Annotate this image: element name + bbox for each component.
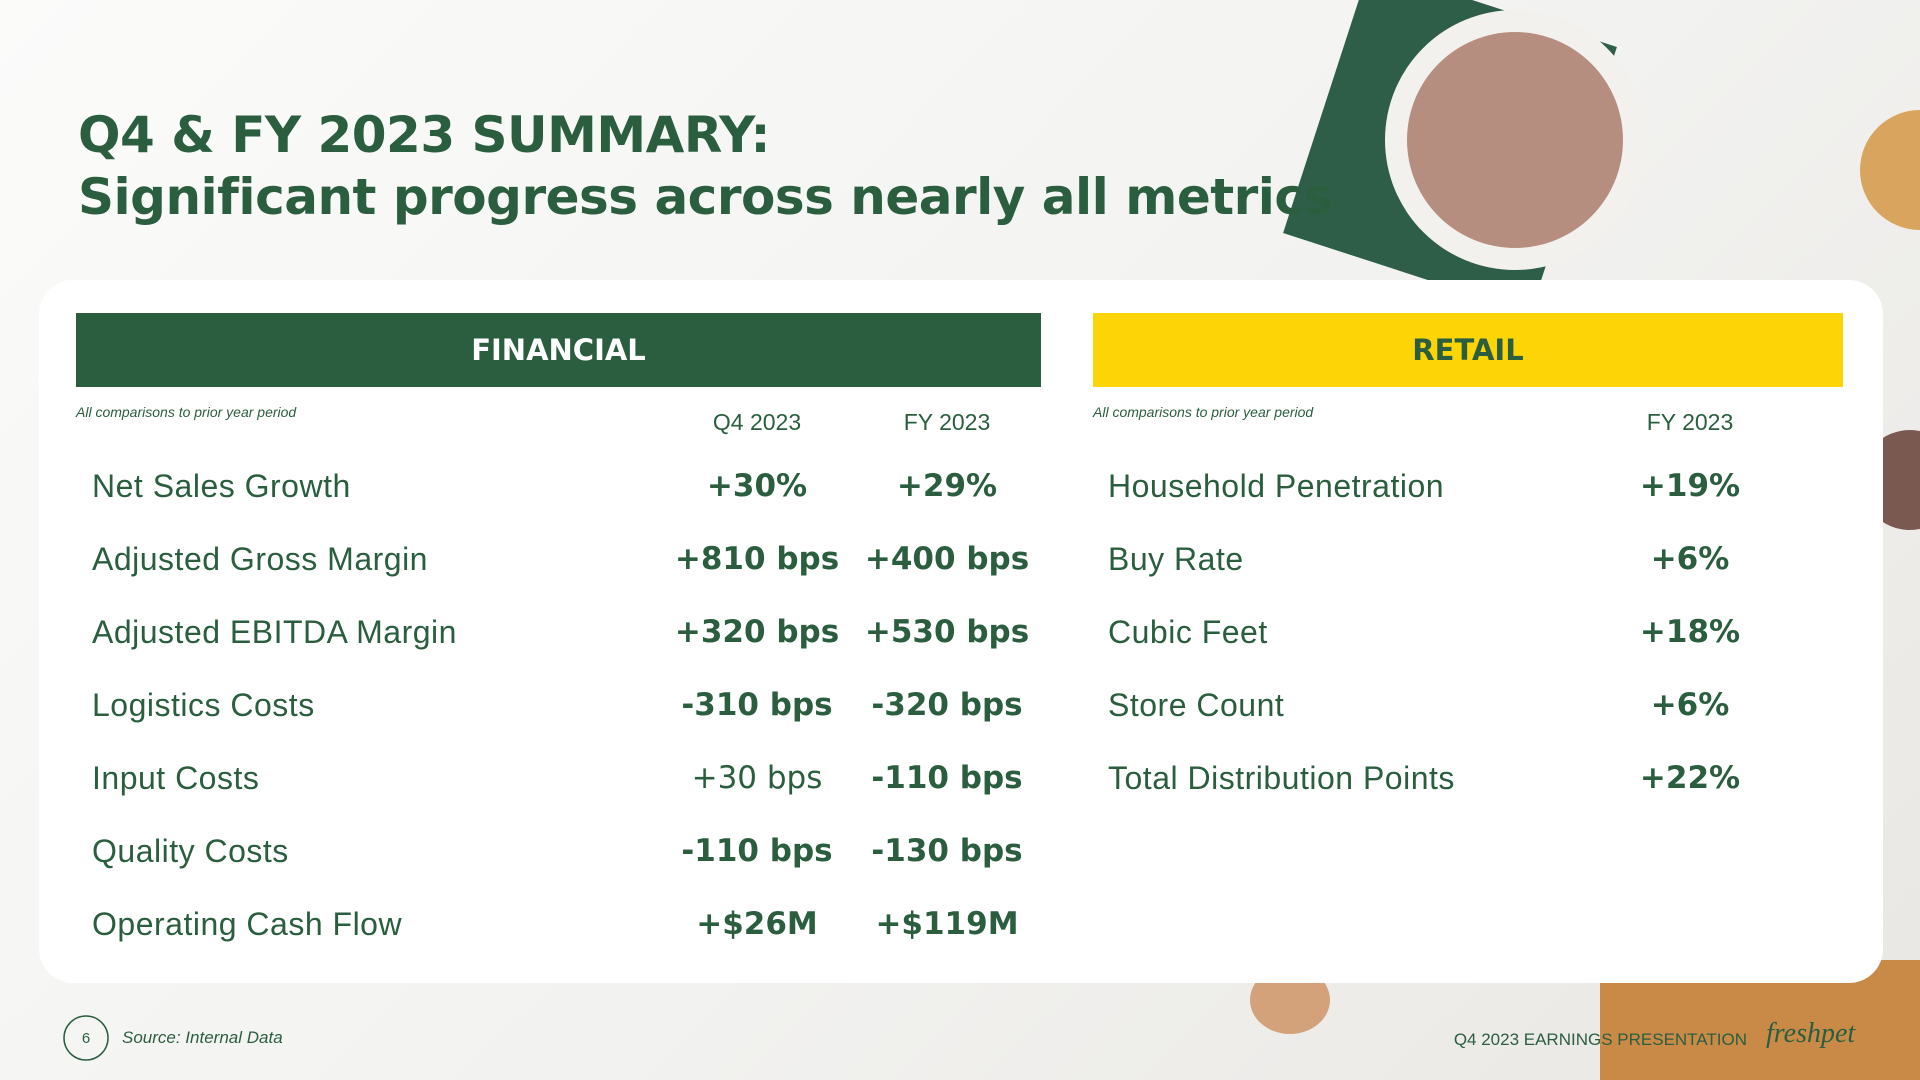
logo: freshpet — [1766, 1018, 1856, 1049]
metric-label: Buy Rate — [1108, 541, 1244, 577]
title: Q4 & FY 2023 SUMMARY: Significant progre… — [78, 104, 1333, 228]
column-header: FY 2023 — [903, 409, 991, 435]
metric-label: Quality Costs — [92, 833, 289, 869]
section-header: RETAIL — [1093, 313, 1843, 387]
metric-value: +530 bps — [864, 614, 1030, 650]
column-header: FY 2023 — [1646, 409, 1734, 435]
metric-value: +29% — [896, 468, 998, 504]
metric-value: -320 bps — [871, 687, 1023, 723]
metric-value: +30% — [706, 468, 808, 504]
comparison-note: All comparisons to prior year period — [76, 404, 297, 420]
metric-value: +30 bps — [691, 760, 823, 796]
card — [39, 280, 1883, 983]
metric-value: +810 bps — [674, 541, 840, 577]
subtitle: Significant progress across nearly all m… — [78, 168, 1333, 226]
food — [1407, 32, 1623, 248]
metric-value: +6% — [1650, 687, 1730, 723]
metric-value: -130 bps — [871, 833, 1023, 869]
metric-value: +18% — [1639, 614, 1741, 650]
column-header: Q4 2023 — [712, 409, 802, 435]
metric-value: +$26M — [696, 906, 818, 942]
metric-value: -310 bps — [681, 687, 833, 723]
metric-value: +400 bps — [864, 541, 1030, 577]
metric-label: Adjusted EBITDA Margin — [92, 614, 457, 650]
metric-label: Store Count — [1108, 687, 1285, 723]
metric-label: Operating Cash Flow — [92, 906, 403, 942]
metric-value: +320 bps — [674, 614, 840, 650]
metric-value: -110 bps — [871, 760, 1023, 796]
metric-value: +$119M — [875, 906, 1019, 942]
section-header: FINANCIAL — [76, 313, 1041, 387]
page-circle — [63, 1015, 109, 1061]
metric-label: Household Penetration — [1108, 468, 1445, 504]
comparison-note: All comparisons to prior year period — [1093, 404, 1314, 420]
page-number: 6 — [82, 1030, 90, 1047]
metric-value: +22% — [1639, 760, 1741, 796]
source: Source: Internal Data — [122, 1028, 283, 1047]
metric-label: Cubic Feet — [1108, 614, 1268, 650]
presentation-label: Q4 2023 EARNINGS PRESENTATION — [1453, 1030, 1747, 1049]
metric-label: Adjusted Gross Margin — [92, 541, 428, 577]
metric-label: Input Costs — [92, 760, 260, 796]
metric-label: Logistics Costs — [92, 687, 315, 723]
metric-value: -110 bps — [681, 833, 833, 869]
page-badge: 6 — [63, 1015, 109, 1061]
title-line: Q4 & FY 2023 SUMMARY: — [78, 106, 770, 164]
metric-value: +19% — [1639, 468, 1741, 504]
egg — [1250, 966, 1330, 1034]
metric-label: Total Distribution Points — [1108, 760, 1455, 796]
metric-label: Net Sales Growth — [92, 468, 351, 504]
bowl — [1860, 110, 1920, 230]
metric-value: +6% — [1650, 541, 1730, 577]
